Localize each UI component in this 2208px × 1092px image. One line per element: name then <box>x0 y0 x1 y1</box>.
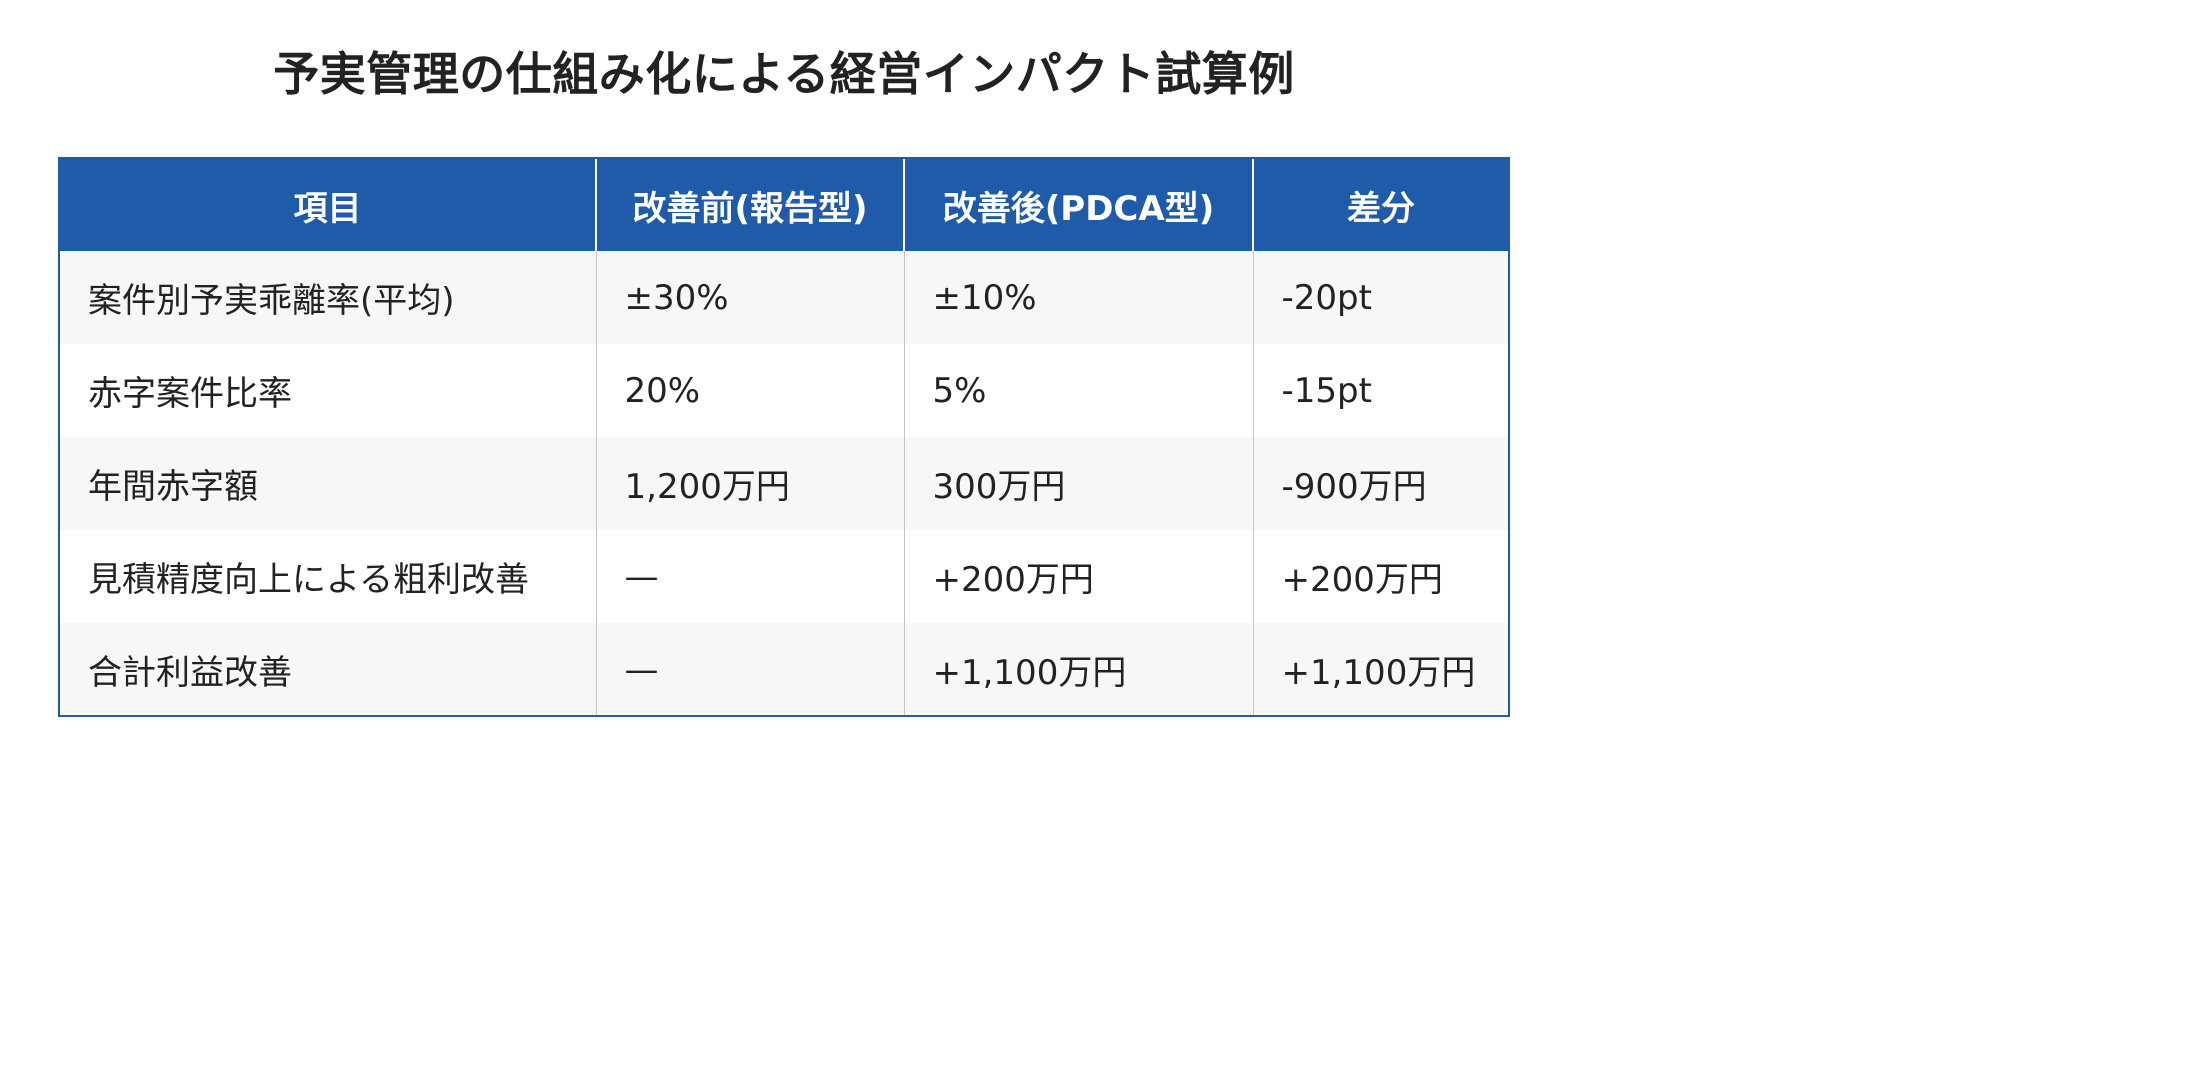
table-row: 見積精度向上による粗利改善 — +200万円 +200万円 <box>60 530 1508 623</box>
header-before: 改善前(報告型) <box>595 159 904 251</box>
table-row: 赤字案件比率 20% 5% -15pt <box>60 344 1508 437</box>
cell-before: — <box>595 623 904 715</box>
header-difference: 差分 <box>1252 159 1508 251</box>
table-header-row: 項目 改善前(報告型) 改善後(PDCA型) 差分 <box>60 159 1508 251</box>
cell-before: — <box>595 530 904 623</box>
cell-difference: +200万円 <box>1252 530 1508 623</box>
cell-before: 1,200万円 <box>595 437 904 530</box>
cell-item: 年間赤字額 <box>60 437 596 530</box>
cell-item: 合計利益改善 <box>60 623 596 715</box>
cell-after: 5% <box>903 344 1253 437</box>
impact-table-grid: 項目 改善前(報告型) 改善後(PDCA型) 差分 案件別予実乖離率(平均) ±… <box>60 159 1508 715</box>
cell-before: ±30% <box>595 251 904 344</box>
cell-difference: +1,100万円 <box>1252 623 1508 715</box>
cell-difference: -20pt <box>1252 251 1508 344</box>
table-row: 案件別予実乖離率(平均) ±30% ±10% -20pt <box>60 251 1508 344</box>
cell-after: +1,100万円 <box>903 623 1253 715</box>
cell-item: 赤字案件比率 <box>60 344 596 437</box>
cell-difference: -900万円 <box>1252 437 1508 530</box>
table-row: 年間赤字額 1,200万円 300万円 -900万円 <box>60 437 1508 530</box>
cell-after: 300万円 <box>903 437 1253 530</box>
cell-before: 20% <box>595 344 904 437</box>
cell-item: 見積精度向上による粗利改善 <box>60 530 596 623</box>
cell-after: ±10% <box>903 251 1253 344</box>
cell-after: +200万円 <box>903 530 1253 623</box>
table-row: 合計利益改善 — +1,100万円 +1,100万円 <box>60 623 1508 715</box>
cell-difference: -15pt <box>1252 344 1508 437</box>
header-item: 項目 <box>60 159 596 251</box>
header-after: 改善後(PDCA型) <box>903 159 1253 251</box>
cell-item: 案件別予実乖離率(平均) <box>60 251 596 344</box>
impact-table: 項目 改善前(報告型) 改善後(PDCA型) 差分 案件別予実乖離率(平均) ±… <box>58 157 1510 717</box>
page-title: 予実管理の仕組み化による経営インパクト試算例 <box>273 47 1295 101</box>
